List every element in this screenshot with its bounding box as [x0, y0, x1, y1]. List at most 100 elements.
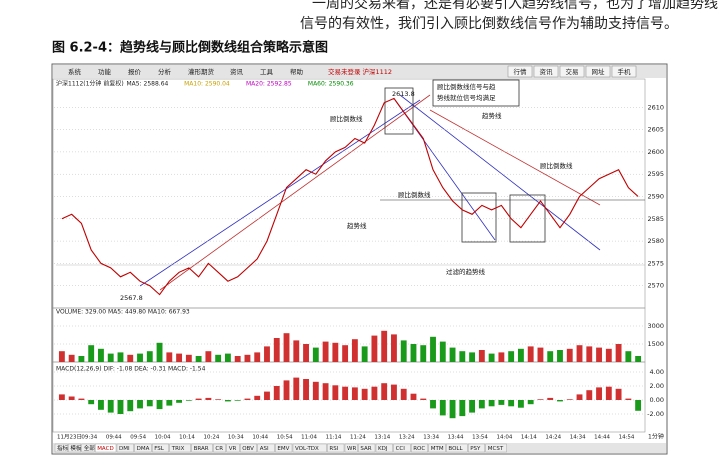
y-tick-label: 2580 [647, 237, 664, 245]
tab[interactable] [68, 443, 82, 453]
tab-label: CR [215, 446, 223, 452]
volume-bar [146, 351, 153, 362]
tab[interactable] [358, 443, 376, 453]
tab[interactable] [411, 443, 429, 453]
x-tick-label: 14:44 [594, 435, 610, 441]
volume-bar [381, 330, 388, 362]
volume-bar [88, 345, 95, 362]
tab-label: SAR [360, 446, 371, 452]
volume-bar [293, 340, 300, 362]
tab[interactable] [468, 443, 486, 453]
volume-bar [351, 339, 358, 362]
tab[interactable] [446, 443, 468, 453]
macd-bar [537, 399, 544, 400]
macd-bar [566, 399, 573, 400]
macd-bar [342, 386, 349, 400]
tab[interactable] [191, 443, 213, 453]
tab-label: ROC [413, 446, 425, 452]
volume-bar [185, 354, 192, 362]
macd-bar [498, 400, 505, 405]
tab-label: 指标 [57, 444, 69, 452]
tab-label: MCST [488, 446, 504, 452]
y-tick-label: 2595 [647, 170, 664, 178]
body-text: 一周的交易来看，还是有必要引入趋势线信号，也为了增加趋势线 [312, 0, 718, 12]
volume-bar [176, 353, 183, 362]
volume-bar [410, 344, 417, 362]
tab-label: BRAR [194, 446, 209, 452]
macd-bar [205, 397, 212, 400]
volume-bar [244, 354, 251, 362]
volume-bar [586, 346, 593, 362]
tab[interactable] [116, 443, 134, 453]
volume-bar [596, 347, 602, 362]
tab[interactable] [54, 443, 68, 453]
tab[interactable] [239, 443, 257, 453]
tab[interactable] [257, 443, 275, 453]
price-line [61, 97, 639, 296]
screenshot-frame [51, 63, 668, 455]
tab[interactable] [485, 443, 507, 453]
tab[interactable] [327, 443, 345, 453]
annotation: 顾比倒数线信号与趋 [437, 82, 496, 91]
macd-bar [303, 379, 309, 400]
figure-caption: 图 6.2-4：趋势线与顾比倒数线组合策略示意图 [52, 40, 328, 56]
volume-bar [566, 348, 573, 362]
tab[interactable] [151, 443, 169, 453]
menu-button-label: 资讯 [540, 67, 554, 76]
volume-bar [498, 352, 505, 362]
volume-bar [137, 353, 143, 362]
x-tick-label: 11:24 [350, 435, 366, 441]
x-tick-label: 14:24 [545, 435, 561, 441]
tab[interactable] [393, 443, 411, 453]
y-tick-label: 2610 [647, 103, 664, 111]
annotation: 顾比倒数线 [398, 190, 431, 199]
tab[interactable] [169, 443, 191, 453]
macd-bar [527, 400, 534, 405]
macd-bar [576, 394, 583, 400]
x-tick-label: 13:54 [472, 435, 488, 441]
macd-bar [478, 400, 485, 409]
x-tick-label: 09:34 [81, 435, 97, 441]
x-tick-label: 11:04 [301, 435, 317, 441]
tab[interactable] [226, 443, 240, 453]
volume-bar [625, 351, 632, 362]
tab[interactable] [428, 443, 446, 453]
tab[interactable] [292, 443, 327, 453]
panel-title: MACD(12,26,9) DIF: -1.08 DEA: -0.31 MACD… [56, 366, 206, 373]
tab[interactable] [81, 443, 95, 453]
tab[interactable] [134, 443, 152, 453]
macd-panel [52, 361, 646, 433]
macd-bar [137, 400, 143, 409]
macd-bar [234, 400, 241, 401]
tab[interactable] [275, 443, 293, 453]
macd-bar [283, 380, 290, 400]
y-tick-label: 2590 [647, 193, 664, 201]
x-tick-label: 09:54 [130, 435, 146, 441]
tab[interactable] [375, 443, 393, 453]
x-tick-label: 14:04 [497, 435, 513, 441]
volume-bar [615, 344, 622, 362]
status: 交易未登录 沪深1112 [328, 67, 392, 76]
macd-bar [557, 400, 563, 402]
tab[interactable] [94, 443, 117, 453]
macd-bar [146, 400, 153, 407]
tab[interactable] [213, 443, 226, 453]
y-tick-label: 2575 [647, 259, 664, 267]
tab-label: RSI [329, 446, 338, 452]
tab-label: 模板 [70, 444, 82, 452]
tab-label: 全部 [84, 444, 96, 452]
x-tick-label: 10:24 [204, 435, 220, 441]
volume-bar [635, 356, 642, 362]
tab-label: FSL [154, 446, 165, 452]
macd-bar [78, 398, 85, 400]
volume-bar [488, 353, 495, 362]
macd-bar [517, 400, 524, 408]
macd-bar [410, 393, 417, 400]
macd-bar [127, 400, 134, 412]
menu-button [533, 65, 559, 78]
x-tick-label: 13:24 [399, 435, 415, 441]
macd-bar [635, 400, 642, 411]
tab[interactable] [344, 443, 358, 453]
macd-bar [293, 377, 300, 400]
macd-bar [488, 400, 495, 407]
